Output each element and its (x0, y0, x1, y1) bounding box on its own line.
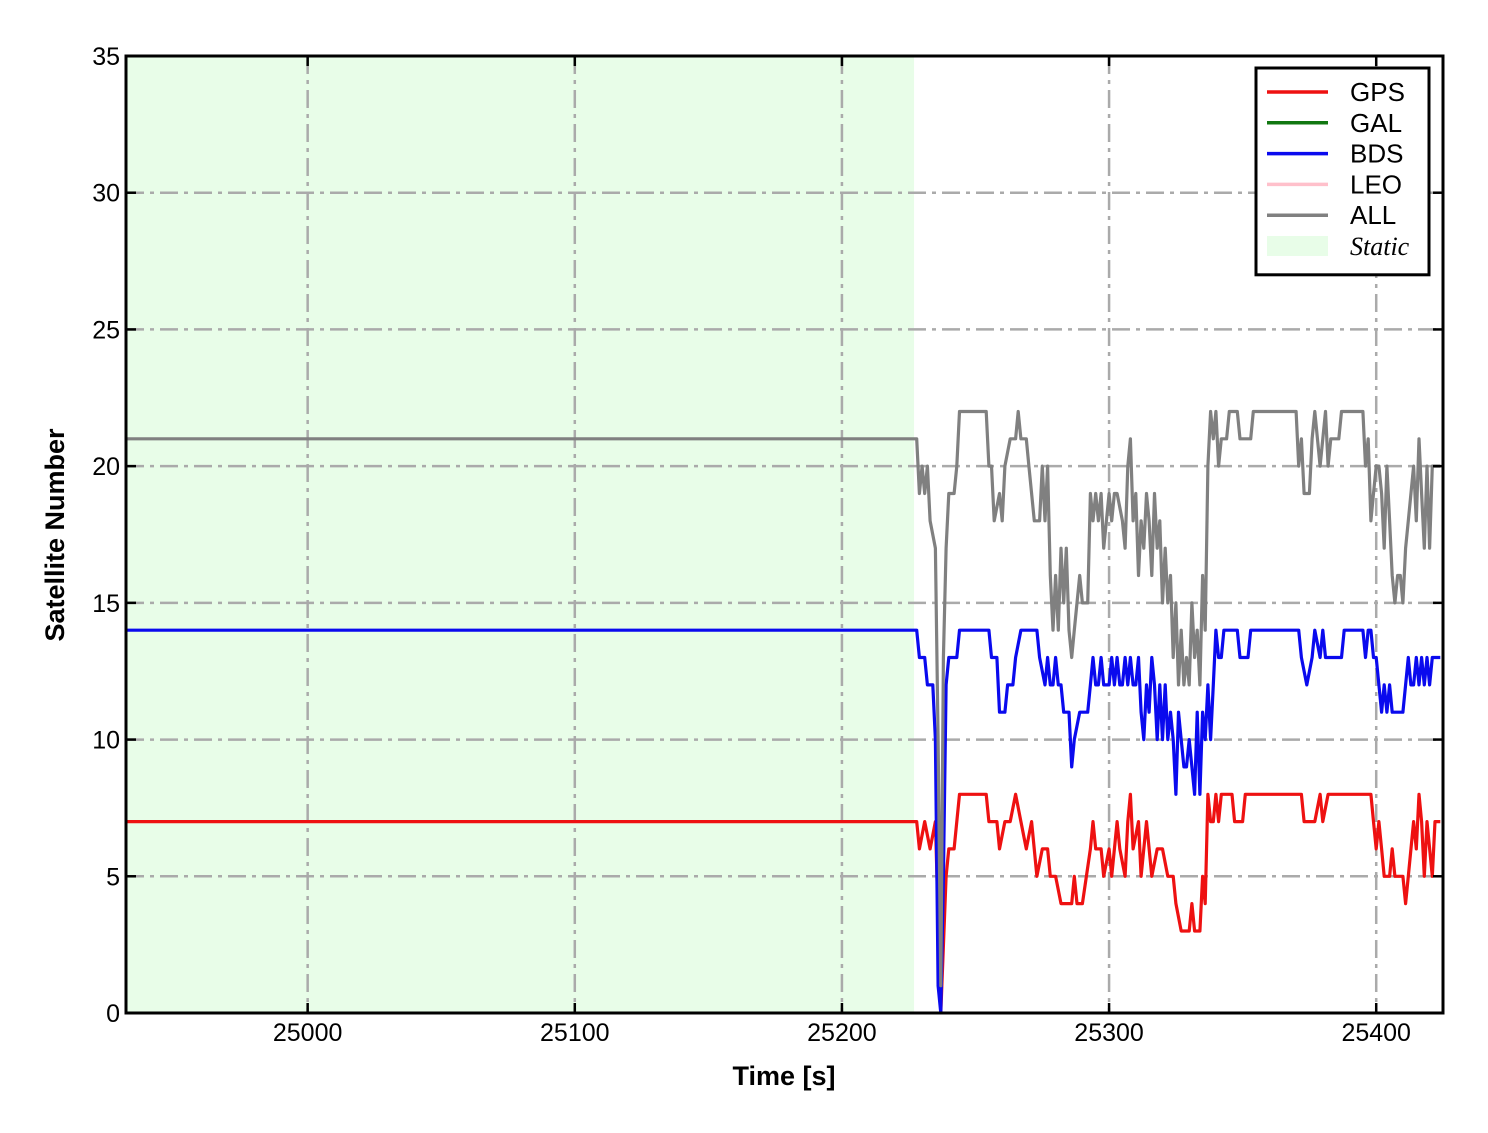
y-tick-label: 20 (92, 453, 120, 481)
legend-swatch-static (1267, 236, 1328, 256)
legend-label-all: ALL (1350, 200, 1396, 230)
y-tick-label: 0 (106, 1000, 120, 1028)
x-tick-label: 25100 (540, 1019, 610, 1047)
legend-label-leo: LEO (1350, 169, 1402, 199)
series-line-bds (126, 628, 1441, 1013)
legend-label-bds: BDS (1350, 139, 1403, 169)
shaded-region-static (126, 56, 915, 1013)
x-tick-label: 25400 (1341, 1019, 1411, 1047)
legend-label-gps: GPS (1350, 77, 1405, 107)
y-tick-label: 10 (92, 727, 120, 755)
plot-frame (124, 54, 1445, 1015)
plot-area: 25000 25100 25200 25300 25400 0 5 10 15 20 25 30 35 (92, 43, 1445, 1047)
y-axis-title: Satellite Number (40, 428, 70, 642)
y-tick-label: 5 (106, 863, 120, 891)
legend-label-gal: GAL (1350, 108, 1402, 138)
series-line-gps (126, 792, 1441, 1013)
x-tick-label: 25300 (1074, 1019, 1144, 1047)
series-line-all (126, 409, 1441, 988)
y-tick-label: 35 (92, 43, 120, 71)
x-tick-label: 25000 (273, 1019, 343, 1047)
y-tick-label: 30 (92, 180, 120, 208)
series-group (126, 409, 1441, 1013)
legend-label-static: Static (1350, 232, 1410, 261)
x-axis-title: Time [s] (732, 1061, 835, 1091)
x-tick-label: 25200 (807, 1019, 877, 1047)
y-tick-label: 15 (92, 590, 120, 618)
y-tick-label: 25 (92, 316, 120, 344)
